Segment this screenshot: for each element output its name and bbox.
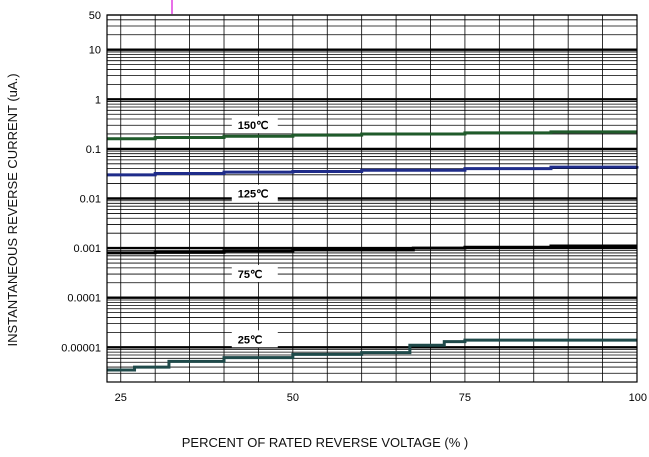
- x-axis-label: PERCENT OF RATED REVERSE VOLTAGE (% ): [182, 435, 469, 450]
- y-tick-label: 50: [89, 10, 101, 22]
- y-tick-label: 1: [95, 94, 101, 106]
- y-tick-label: 0.001: [73, 243, 101, 255]
- y-tick-labels: 50 10 1 0.1 0.01 0.001 0.0001 0.00001: [61, 10, 101, 354]
- series-line: [107, 244, 637, 255]
- series-label-box: [231, 330, 278, 348]
- y-tick-label: 0.00001: [61, 342, 101, 354]
- series-label-box: [231, 184, 278, 202]
- series-layer: [107, 130, 639, 372]
- series-label: 150℃: [238, 120, 269, 132]
- y-tick-label: 0.01: [80, 194, 101, 206]
- y-tick-label: 0.0001: [67, 293, 101, 305]
- x-tick-label: 50: [287, 392, 299, 404]
- series-line: [107, 338, 637, 372]
- y-axis-label: INSTANTANEOUS REVERSE CURRENT (uA.): [5, 73, 20, 346]
- series-line: [107, 165, 639, 177]
- y-tick-label: 0.1: [86, 144, 101, 156]
- series-label: 75℃: [238, 269, 263, 281]
- series-label-layer: 150℃ 125℃ 75℃ 25℃: [231, 116, 278, 348]
- grid: [107, 14, 638, 383]
- x-tick-label: 25: [115, 392, 127, 404]
- y-tick-label: 10: [89, 45, 101, 57]
- series-line: [107, 130, 637, 141]
- series-label: 125℃: [238, 189, 269, 201]
- x-tick-labels: 25 50 75 100: [115, 392, 647, 404]
- series-label-box: [231, 116, 278, 134]
- series-label-box: [231, 265, 278, 283]
- x-tick-label: 75: [459, 392, 471, 404]
- series-label: 25℃: [238, 334, 263, 346]
- plot-frame: [106, 14, 638, 383]
- x-tick-label: 100: [629, 392, 647, 404]
